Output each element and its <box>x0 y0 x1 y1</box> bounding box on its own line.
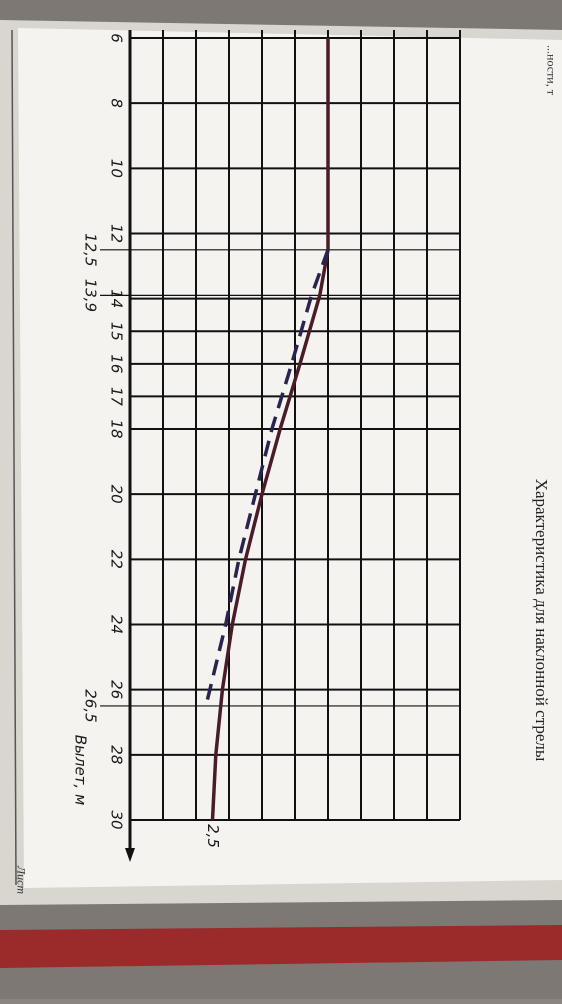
line-series <box>210 38 330 821</box>
sheet <box>18 28 562 888</box>
chart-title: Характеристика для наклонной стрелы <box>532 479 551 762</box>
corner-text: ...ности, т <box>544 45 558 96</box>
x-tick-label: 8 <box>108 98 126 108</box>
x-tick-label: 10 <box>108 159 126 178</box>
x-tick-label: 22 <box>108 550 126 569</box>
x-tick-label: 17 <box>108 387 126 407</box>
x-tick-label: 28 <box>108 745 126 764</box>
x-tick-label: 13,9 <box>82 279 100 312</box>
red-band <box>0 925 562 968</box>
x-tick-label: 6 <box>108 33 126 43</box>
x-tick-label: 18 <box>108 419 126 438</box>
x-tick-label: 12,5 <box>81 233 99 266</box>
x-tick-label: 15 <box>108 322 126 341</box>
line-series <box>204 249 330 707</box>
corner-text: Лист <box>14 865 28 894</box>
x-tick-label: 26,5 <box>82 689 100 722</box>
x-tick-label: 26 <box>108 680 126 699</box>
x-axis-label: Вылет, м <box>72 735 90 806</box>
annotation: 2,5 <box>204 824 222 848</box>
plot: 6 8 10 12 12,5 13,9 14 15 16 17 18 20 22 24 26 26,5 28 30… <box>81 30 461 862</box>
x-tick-label: 20 <box>108 485 126 504</box>
x-tick-label: 12 <box>108 224 126 243</box>
x-tick-label: 14 <box>108 289 126 308</box>
axis-arrow <box>125 848 135 862</box>
x-tick-label: 24 <box>108 615 126 634</box>
margin-line <box>11 29 17 886</box>
x-tick-label: 16 <box>108 354 126 373</box>
x-tick-label: 30 <box>108 810 126 829</box>
